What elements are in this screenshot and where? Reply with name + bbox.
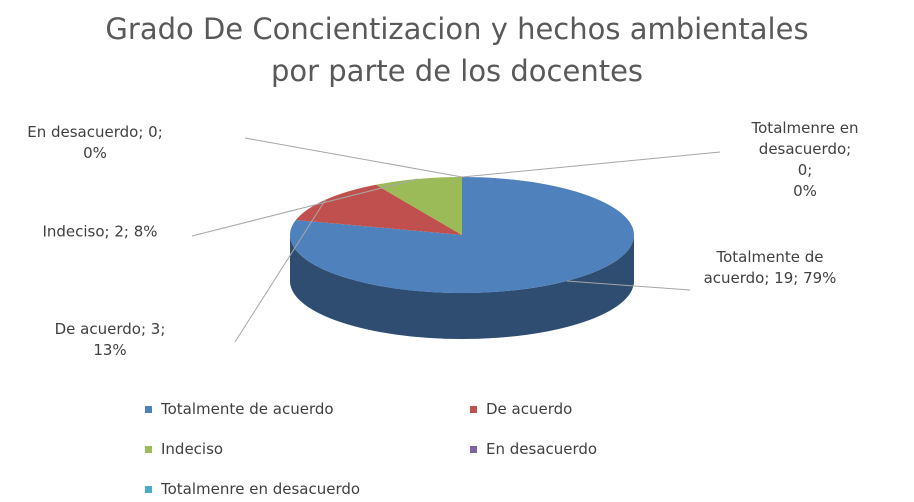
slice-top [376, 177, 462, 235]
chart-title: Grado De Concientizacion y hechos ambien… [105, 12, 809, 88]
pie-sides [290, 235, 634, 339]
legend-item: En desacuerdo [470, 440, 597, 458]
leader-line [566, 280, 691, 291]
legend-item: Totalmenre en desacuerdo [145, 480, 360, 498]
slice [295, 184, 462, 235]
legend-item: Totalmente de acuerdo [145, 400, 334, 418]
leader-line [244, 137, 463, 178]
slice-top [295, 184, 462, 235]
slice [289, 177, 634, 294]
legend-swatch [145, 445, 152, 453]
leaders [191, 137, 721, 343]
pie-tops [289, 177, 634, 294]
side-shade [290, 235, 634, 339]
data-label: De acuerdo; 3; 13% [54, 320, 166, 359]
legend-swatch [470, 405, 477, 413]
legend-label: De acuerdo [486, 400, 573, 418]
legend-label: Totalmenre en desacuerdo [161, 480, 361, 498]
leader-line [191, 178, 418, 237]
data-label: Totalmente de acuerdo; 19; 79% [703, 248, 837, 287]
leader-line [461, 151, 721, 178]
data-label: En desacuerdo; 0; 0% [27, 123, 163, 162]
legend-label: Totalmente de acuerdo [161, 400, 334, 418]
legend-item: Indeciso [145, 440, 223, 458]
legend-label: Indeciso [161, 440, 224, 458]
slice-top [289, 177, 634, 294]
legend-swatch [145, 485, 152, 493]
legend-label: En desacuerdo [486, 440, 598, 458]
leader-line [234, 199, 326, 343]
side-face [290, 235, 634, 339]
data-label: Indeciso; 2; 8% [42, 222, 158, 241]
legend-swatch [470, 445, 477, 453]
legend-swatch [145, 405, 152, 413]
legend-item: De acuerdo [470, 400, 572, 418]
slice [376, 177, 462, 235]
slice-side [290, 235, 634, 339]
data-label: Totalmenre en desacuerdo; 0; 0% [751, 119, 859, 200]
